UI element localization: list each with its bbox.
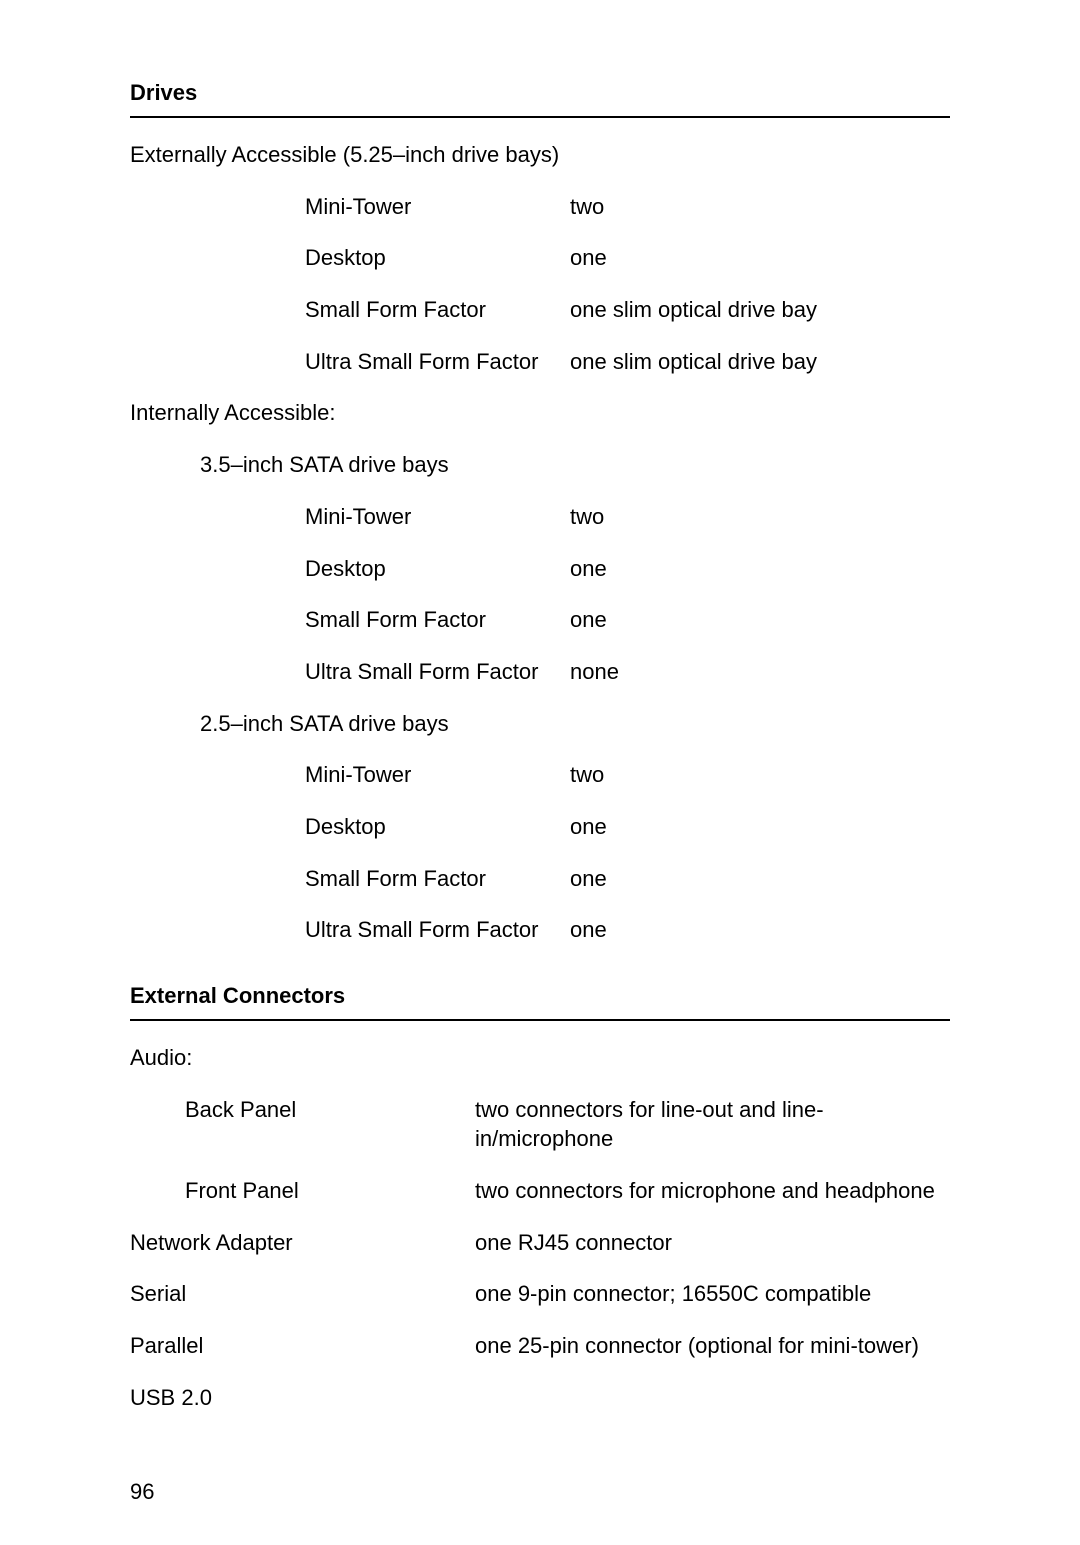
drive-row-value: one: [570, 605, 950, 635]
external-connectors-hr: [130, 1019, 950, 1021]
external-accessible-label: Externally Accessible (5.25–inch drive b…: [130, 140, 570, 170]
drive-row-label: Desktop: [130, 243, 570, 273]
connector-row: USB 2.0: [130, 1383, 950, 1413]
drive-row-label: Mini-Tower: [130, 502, 570, 532]
drive-row-value: none: [570, 657, 950, 687]
connector-row-value: one 25-pin connector (optional for mini-…: [475, 1331, 950, 1361]
drive-row-label: Desktop: [130, 812, 570, 842]
connector-row-value: [475, 1383, 950, 1413]
drive-row-value: one: [570, 812, 950, 842]
connector-row: Back Panel two connectors for line-out a…: [130, 1095, 950, 1154]
sata35-label: 3.5–inch SATA drive bays: [130, 450, 570, 480]
sata25-label-row: 2.5–inch SATA drive bays: [130, 709, 950, 739]
drive-row-value: one slim optical drive bay: [570, 347, 950, 377]
connector-row-label: Network Adapter: [130, 1228, 475, 1258]
connector-row: Front Panel two connectors for microphon…: [130, 1176, 950, 1206]
drive-row-label: Mini-Tower: [130, 192, 570, 222]
drive-row: Small Form Factor one slim optical drive…: [130, 295, 950, 325]
connector-row-label: Parallel: [130, 1331, 475, 1361]
audio-label-row: Audio:: [130, 1043, 950, 1073]
drive-row: Desktop one: [130, 554, 950, 584]
connector-row: Parallel one 25-pin connector (optional …: [130, 1331, 950, 1361]
drive-row: Mini-Tower two: [130, 192, 950, 222]
drive-row-label: Mini-Tower: [130, 760, 570, 790]
internal-accessible-label-row: Internally Accessible:: [130, 398, 950, 428]
internal-accessible-label: Internally Accessible:: [130, 398, 570, 428]
drives-heading: Drives: [130, 80, 950, 106]
drive-row: Ultra Small Form Factor one: [130, 915, 950, 945]
drive-row-label: Ultra Small Form Factor: [130, 915, 570, 945]
connector-row-value: two connectors for microphone and headph…: [475, 1176, 950, 1206]
audio-label: Audio:: [130, 1043, 475, 1073]
drive-row-value: one: [570, 554, 950, 584]
sata35-label-row: 3.5–inch SATA drive bays: [130, 450, 950, 480]
drive-row-value: two: [570, 760, 950, 790]
connector-row-value: one 9-pin connector; 16550C compatible: [475, 1279, 950, 1309]
drive-row: Ultra Small Form Factor none: [130, 657, 950, 687]
drive-row-value: one: [570, 243, 950, 273]
drive-row: Desktop one: [130, 812, 950, 842]
connector-row: Serial one 9-pin connector; 16550C compa…: [130, 1279, 950, 1309]
drive-row-value: one: [570, 864, 950, 894]
drive-row: Desktop one: [130, 243, 950, 273]
page: Drives Externally Accessible (5.25–inch …: [0, 0, 1080, 1545]
drive-row: Mini-Tower two: [130, 760, 950, 790]
external-connectors-heading: External Connectors: [130, 983, 950, 1009]
drives-hr: [130, 116, 950, 118]
drive-row-label: Ultra Small Form Factor: [130, 347, 570, 377]
sata25-label: 2.5–inch SATA drive bays: [130, 709, 570, 739]
drive-row-value: two: [570, 502, 950, 532]
connector-row-label: Front Panel: [130, 1176, 475, 1206]
connector-row-label: Back Panel: [130, 1095, 475, 1154]
drive-row-value: one slim optical drive bay: [570, 295, 950, 325]
drive-row-value: one: [570, 915, 950, 945]
connector-row-label: USB 2.0: [130, 1383, 475, 1413]
external-accessible-label-row: Externally Accessible (5.25–inch drive b…: [130, 140, 950, 170]
drive-row-label: Small Form Factor: [130, 605, 570, 635]
page-number: 96: [130, 1479, 154, 1505]
connector-row: Network Adapter one RJ45 connector: [130, 1228, 950, 1258]
connector-row-value: two connectors for line-out and line-in/…: [475, 1095, 950, 1154]
connector-row-value: one RJ45 connector: [475, 1228, 950, 1258]
drive-row: Mini-Tower two: [130, 502, 950, 532]
drive-row-label: Ultra Small Form Factor: [130, 657, 570, 687]
drive-row-label: Small Form Factor: [130, 864, 570, 894]
drive-row: Small Form Factor one: [130, 864, 950, 894]
drive-row: Ultra Small Form Factor one slim optical…: [130, 347, 950, 377]
connector-row-label: Serial: [130, 1279, 475, 1309]
drive-row: Small Form Factor one: [130, 605, 950, 635]
drive-row-label: Small Form Factor: [130, 295, 570, 325]
drive-row-value: two: [570, 192, 950, 222]
drive-row-label: Desktop: [130, 554, 570, 584]
